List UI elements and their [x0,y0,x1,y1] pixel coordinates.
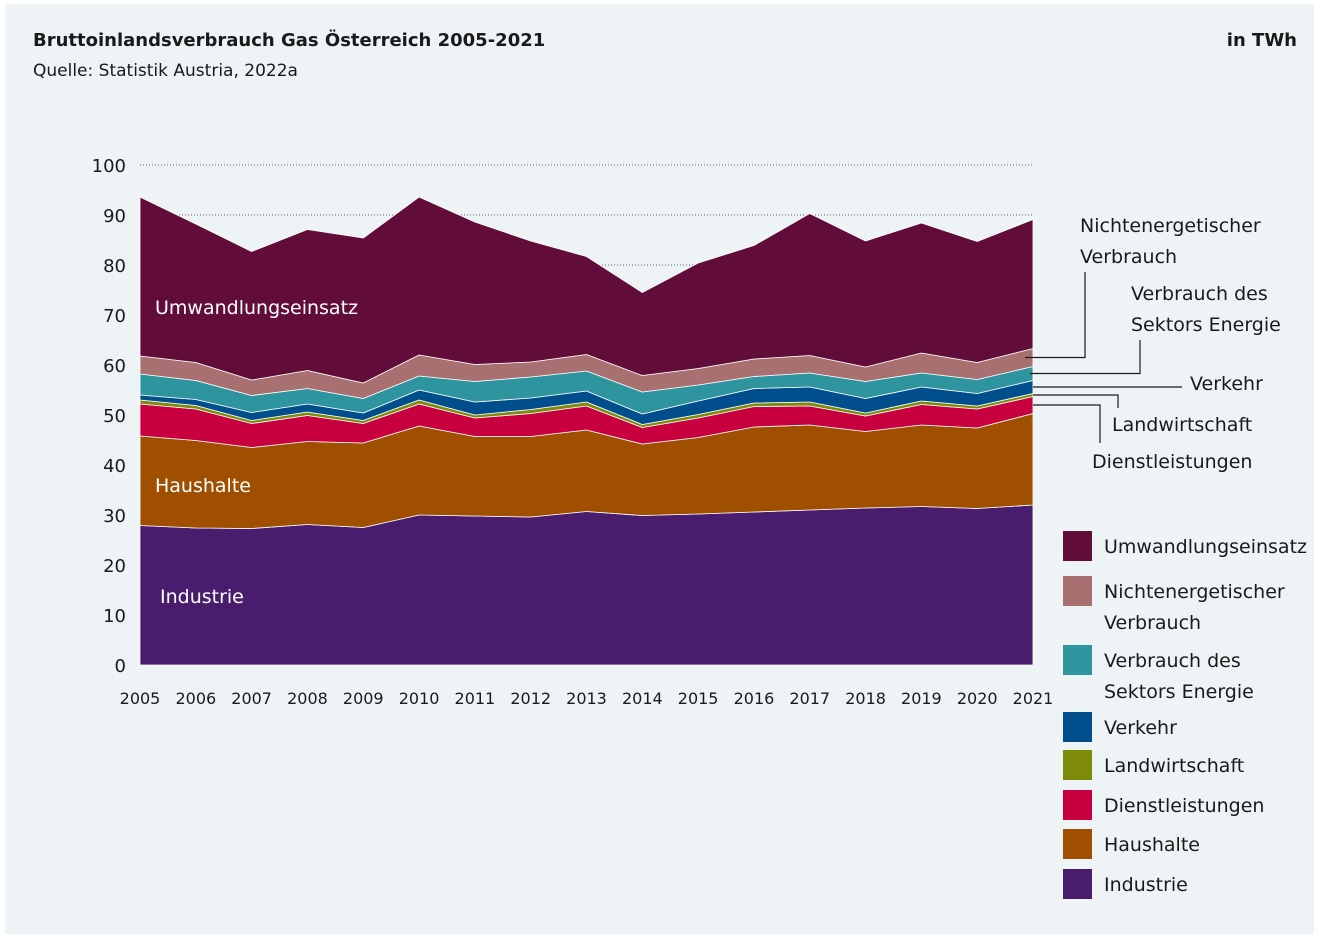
legend-line: Industrie [1104,874,1188,896]
y-tick-label: 40 [103,456,126,477]
legend-line: Umwandlungseinsatz [1104,536,1307,558]
y-tick-label: 50 [103,406,126,427]
callout-leader-nichtenergetischer-verbrauch [1025,272,1086,359]
legend-label: Nichtenergetischer Verbrauch [1104,581,1285,634]
x-tick-label: 2015 [678,689,719,708]
callout-line: Landwirtschaft [1112,414,1252,436]
legend-swatch [1063,645,1092,675]
callout-line: Nichtenergetischer [1080,215,1261,237]
x-tick-label: 2007 [231,689,272,708]
legend-line: Verkehr [1104,717,1177,739]
callout-line: Verkehr [1190,373,1263,395]
callout-label-landwirtschaft: Landwirtschaft [1112,414,1252,436]
x-tick-label: 2008 [287,689,328,708]
callout-label-verbrauch-des-sektors-energie: Verbrauch des Sektors Energie [1131,283,1281,336]
callout-line: Dienstleistungen [1092,451,1252,473]
area-layer [139,196,1034,666]
inline-label-industrie: Industrie [160,586,244,608]
x-tick-label: 2012 [510,689,551,708]
area-industrie [139,504,1034,666]
legend-swatch [1063,869,1092,899]
x-tick-label: 2011 [455,689,496,708]
legend-label: Industrie [1104,874,1188,896]
legend: Umwandlungseinsatz Nichtenergetischer Verb… [1063,531,1307,899]
legend-line: Verbrauch [1104,612,1201,634]
y-tick-label: 0 [115,656,126,677]
x-tick-label: 2020 [957,689,998,708]
legend-line: Dienstleistungen [1104,795,1264,817]
x-tick-label: 2021 [1013,689,1054,708]
x-axis-ticks: 2005 2006 2007 2008 2009 2010 2011 2012 2013 2014… [120,689,1054,708]
y-tick-label: 100 [92,156,126,177]
legend-label: Dienstleistungen [1104,795,1264,817]
chart-source: Quelle: Statistik Austria, 2022a [33,61,298,81]
y-tick-label: 10 [103,606,126,627]
x-tick-label: 2009 [343,689,384,708]
x-tick-label: 2010 [399,689,440,708]
x-tick-label: 2005 [120,689,161,708]
callout-leader-verbrauch-des-sektors-energie [1030,340,1141,375]
legend-label: Umwandlungseinsatz [1104,536,1307,558]
callout-leader-dienstleistungen [1033,404,1101,443]
legend-line: Landwirtschaft [1104,755,1244,777]
legend-swatch [1063,576,1092,606]
callout-label-nichtenergetischer-verbrauch: Nichtenergetischer Verbrauch [1080,215,1261,268]
x-tick-label: 2013 [566,689,607,708]
y-tick-label: 90 [103,206,126,227]
legend-swatch [1063,712,1092,742]
x-tick-label: 2019 [901,689,942,708]
y-tick-label: 20 [103,556,126,577]
x-tick-label: 2006 [175,689,216,708]
legend-label: Verkehr [1104,717,1177,739]
callouts: Nichtenergetischer Verbrauch Verbrauch des… [1025,215,1281,473]
legend-label: Verbrauch des Sektors Energie [1104,650,1254,703]
x-tick-label: 2016 [734,689,775,708]
callout-line: Verbrauch [1080,246,1177,268]
legend-swatch [1063,829,1092,859]
y-tick-label: 60 [103,356,126,377]
legend-line: Haushalte [1104,834,1200,856]
legend-swatch [1063,531,1092,561]
callout-leader-landwirtschaft [1033,394,1119,408]
chart-title: Bruttoinlandsverbrauch Gas Österreich 20… [33,30,546,51]
y-tick-label: 30 [103,506,126,527]
x-tick-label: 2017 [789,689,830,708]
x-tick-label: 2014 [622,689,663,708]
legend-swatch [1063,750,1092,780]
callout-label-dienstleistungen: Dienstleistungen [1092,451,1252,473]
legend-line: Verbrauch des [1104,650,1241,672]
area-umwandlungseinsatz [139,196,1034,384]
callout-label-verkehr: Verkehr [1190,373,1263,395]
inline-labels: Umwandlungseinsatz Haushalte Industrie [155,297,358,608]
legend-line: Nichtenergetischer [1104,581,1285,603]
chart-unit: in TWh [1226,30,1297,51]
y-axis-ticks: 0 10 20 30 40 50 60 70 80 90 100 [92,156,126,677]
inline-label-umwandlungseinsatz: Umwandlungseinsatz [155,297,358,319]
inline-label-haushalte: Haushalte [155,475,251,497]
legend-label: Landwirtschaft [1104,755,1244,777]
x-tick-label: 2018 [845,689,886,708]
y-tick-label: 80 [103,256,126,277]
y-tick-label: 70 [103,306,126,327]
legend-swatch [1063,790,1092,820]
legend-line: Sektors Energie [1104,681,1254,703]
legend-label: Haushalte [1104,834,1200,856]
callout-line: Verbrauch des [1131,283,1268,305]
callout-line: Sektors Energie [1131,314,1281,336]
